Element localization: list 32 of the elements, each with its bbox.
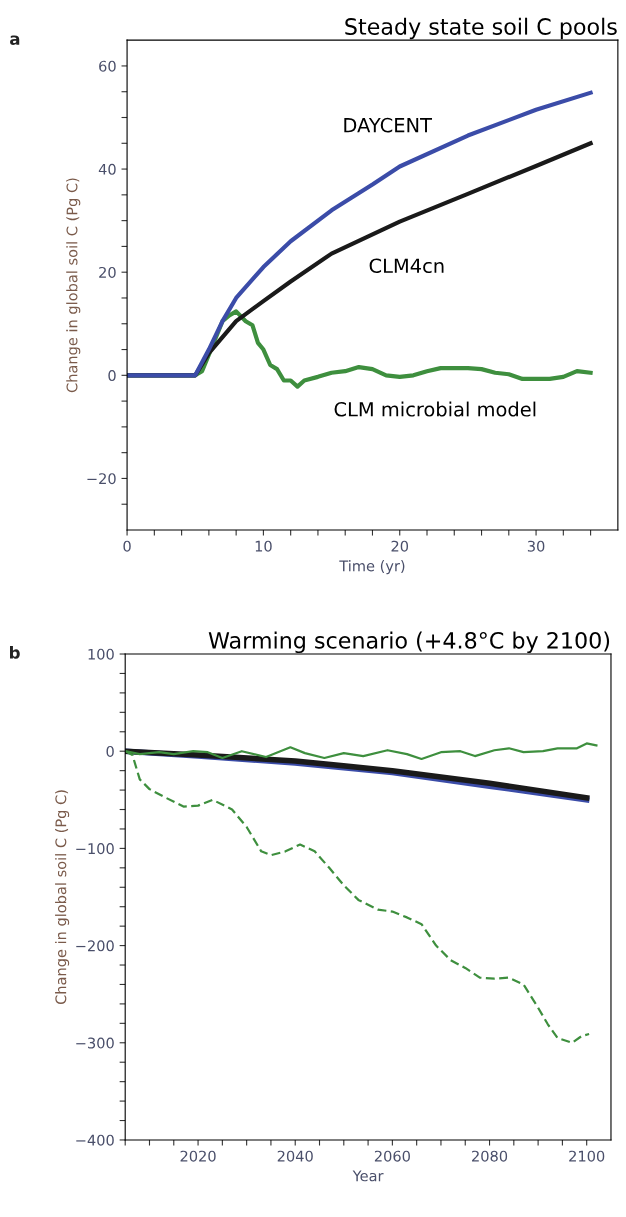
- x-tick-label: 2080: [472, 1150, 508, 1162]
- x-tick-label: 2040: [277, 1150, 313, 1162]
- y-tick-label: 20: [99, 266, 116, 278]
- x-tick-label: 2100: [569, 1150, 605, 1162]
- y-tick-label: 100: [88, 648, 114, 660]
- x-tick-label: 2060: [374, 1150, 410, 1162]
- y-tick-label: −300: [76, 1037, 114, 1049]
- x-axis-title: Year: [352, 1170, 384, 1182]
- x-tick-label: 10: [255, 540, 272, 552]
- y-tick-label: −200: [76, 940, 114, 952]
- y-tick-label: 40: [98, 163, 116, 175]
- x-axis-title: Time (yr): [339, 560, 405, 575]
- x-tick-label: 0: [123, 540, 131, 552]
- annotation: CLM4cn: [369, 258, 444, 274]
- text: a: [10, 35, 20, 45]
- line-series: [127, 90, 593, 378]
- annotation: CLM microbial model: [334, 401, 536, 417]
- x-tick-label: 2020: [180, 1150, 216, 1162]
- y-axis-title: Change in global soil C (Pg C): [66, 178, 81, 393]
- chart-title: Steady state soil C pools: [345, 17, 617, 40]
- x-tick-label: 30: [527, 540, 545, 552]
- y-tick-label: −100: [76, 843, 114, 855]
- annotation: DAYCENT: [344, 117, 433, 133]
- y-tick-label: 0: [108, 370, 116, 382]
- y-tick-label: −20: [87, 473, 116, 485]
- y-tick-label: 0: [106, 745, 114, 757]
- chart-title: Warming scenario (+4.8°C by 2100): [208, 631, 610, 654]
- y-tick-label: −400: [76, 1134, 114, 1146]
- y-axis-title: Change in global soil C (Pg C): [55, 790, 70, 1005]
- y-tick-label: 60: [99, 60, 116, 72]
- x-tick-label: 20: [391, 540, 409, 552]
- text: b: [10, 645, 20, 659]
